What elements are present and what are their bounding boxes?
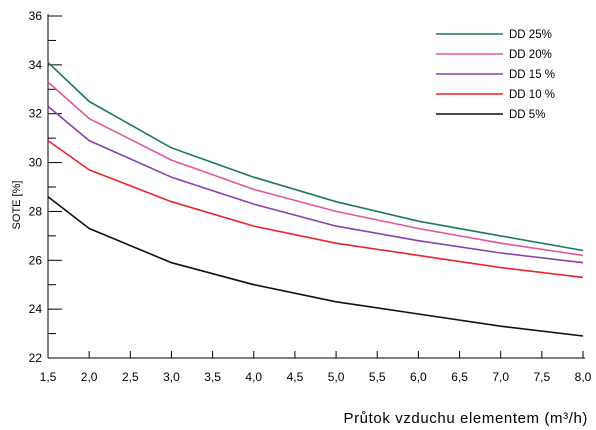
legend-label: DD 25% bbox=[509, 29, 552, 41]
y-tick-label: 26 bbox=[29, 253, 43, 267]
y-tick-label: 34 bbox=[29, 58, 43, 72]
x-tick-label: 6,0 bbox=[410, 370, 427, 384]
series-line bbox=[47, 196, 584, 337]
x-tick-label: 2,5 bbox=[122, 370, 139, 384]
y-tick-label: 36 bbox=[29, 9, 43, 23]
series-line bbox=[47, 61, 584, 252]
legend-label: DD 15 % bbox=[509, 69, 555, 81]
x-tick-label: 5,5 bbox=[369, 370, 386, 384]
x-tick-label: 3,5 bbox=[204, 370, 221, 384]
y-tick-label: 32 bbox=[29, 107, 43, 121]
series-line bbox=[47, 139, 584, 279]
x-axis-label: Průtok vzduchu elementem (m³/h) bbox=[343, 410, 588, 427]
x-tick-label: 5,0 bbox=[328, 370, 345, 384]
x-tick-label: 7,0 bbox=[492, 370, 509, 384]
x-tick-label: 2,0 bbox=[81, 370, 98, 384]
x-tick-label: 4,0 bbox=[245, 370, 262, 384]
legend: DD 25% DD 20% DD 15 % DD 10 % DD 5% bbox=[436, 29, 555, 121]
y-tick-label: 30 bbox=[29, 156, 43, 170]
y-tick-label: 22 bbox=[29, 351, 43, 365]
y-tick-label: 24 bbox=[29, 302, 43, 316]
x-tick-label: 4,5 bbox=[287, 370, 304, 384]
x-tick-label: 7,5 bbox=[534, 370, 551, 384]
x-tick-label: 8,0 bbox=[575, 370, 592, 384]
legend-label: DD 20% bbox=[509, 49, 552, 61]
series-line bbox=[47, 105, 584, 264]
legend-label: DD 5% bbox=[509, 109, 545, 121]
y-axis-label: SOTE [%] bbox=[11, 181, 23, 230]
x-tick-label: 6,5 bbox=[451, 370, 468, 384]
axes: 22 24 26 28 30 32 34 36 1,5 2,0 2,5 3,0 3,5 4,0 4,5 5,0… bbox=[29, 9, 592, 384]
legend-label: DD 10 % bbox=[509, 89, 555, 101]
x-tick-label: 1,5 bbox=[40, 370, 57, 384]
x-tick-label: 3,0 bbox=[163, 370, 180, 384]
y-tick-label: 28 bbox=[29, 204, 43, 218]
series-layer bbox=[47, 61, 584, 337]
series-line bbox=[47, 81, 584, 257]
